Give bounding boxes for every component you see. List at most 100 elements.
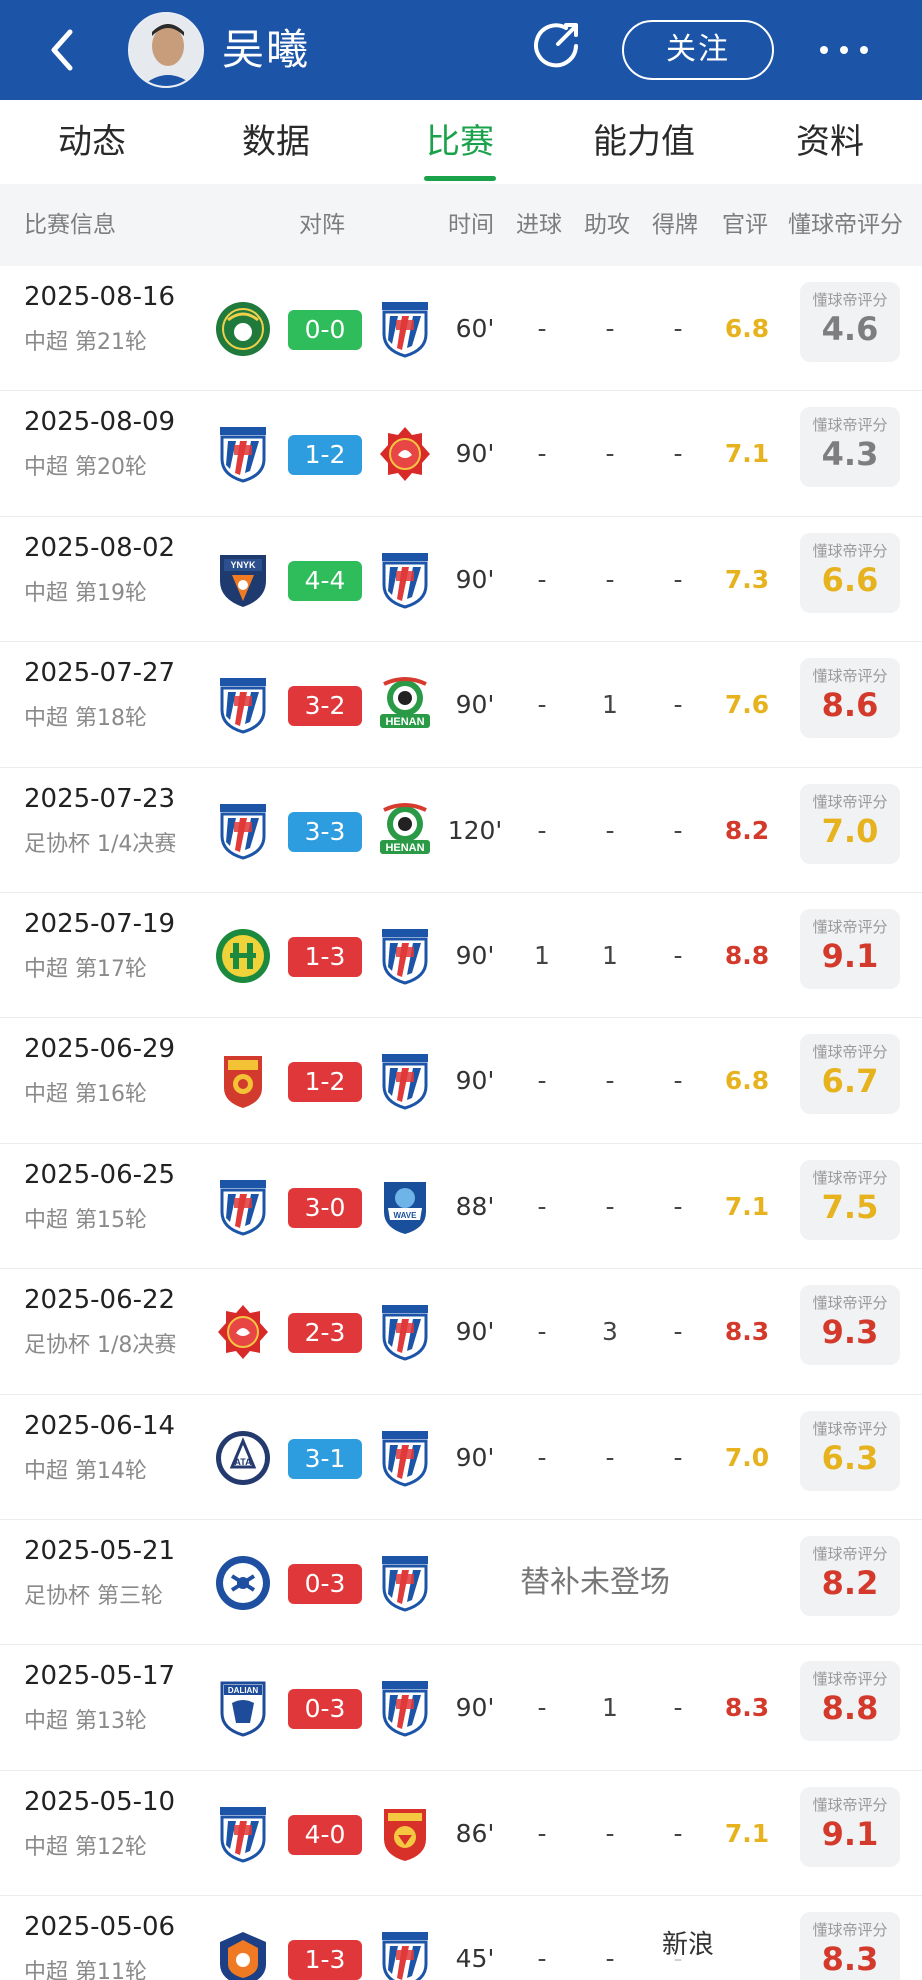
match-row[interactable]: 2025-07-23 足协杯 1/4决赛 3-3 HENAN 120' - - - 8.2 懂球帝…: [0, 767, 922, 893]
away-team-crest-icon[interactable]: [376, 1679, 434, 1737]
away-team-crest-icon[interactable]: [376, 1554, 434, 1612]
fan-rating-box[interactable]: 懂球帝评分 8.8: [800, 1661, 900, 1742]
goals-value: -: [537, 690, 547, 720]
fan-rating-box[interactable]: 懂球帝评分 6.6: [800, 532, 900, 613]
fan-rating-box[interactable]: 懂球帝评分 9.1: [800, 908, 900, 989]
assists-value: -: [605, 1442, 615, 1472]
did-not-play-note: 替补未登场: [520, 1564, 670, 1600]
fan-rating-label: 懂球帝评分: [812, 917, 888, 936]
chevron-left-icon: [51, 29, 73, 71]
official-rating: 8.3: [724, 1693, 770, 1723]
fan-rating-box[interactable]: 懂球帝评分 7.0: [800, 783, 900, 864]
away-team-crest-icon[interactable]: [376, 300, 434, 358]
away-team-crest-icon[interactable]: [376, 551, 434, 609]
match-competition: 足协杯 第三轮: [24, 1583, 163, 1609]
share-button[interactable]: [532, 20, 582, 70]
fan-rating-box[interactable]: 懂球帝评分 4.3: [800, 407, 900, 488]
fan-rating-value: 9.1: [821, 936, 879, 975]
fan-rating-value: 4.3: [821, 435, 879, 474]
match-row[interactable]: 2025-08-02 中超 第19轮 YNYK 4-4 90' - - - 7.3 懂球帝评分 6.…: [0, 516, 922, 643]
match-row[interactable]: 2025-05-17 中超 第13轮 DALIAN 0-3 90' - 1 - 8.3 懂球帝评分…: [0, 1645, 922, 1771]
svg-text:ATA: ATA: [234, 1457, 252, 1467]
away-team-crest-icon[interactable]: [376, 1805, 434, 1863]
match-score: 1-3: [288, 936, 362, 977]
cards-value: -: [673, 1442, 683, 1472]
away-team-crest-icon[interactable]: [376, 927, 434, 985]
home-team-crest-icon[interactable]: [214, 1303, 272, 1361]
match-competition: 足协杯 1/4决赛: [24, 831, 177, 857]
fan-rating-box[interactable]: 懂球帝评分 9.3: [800, 1285, 900, 1366]
fan-rating-box[interactable]: 懂球帝评分 7.5: [800, 1159, 900, 1240]
home-team-crest-icon[interactable]: [214, 802, 272, 860]
back-button[interactable]: [40, 22, 84, 78]
fan-rating-box[interactable]: 懂球帝评分 8.3: [800, 1912, 900, 1980]
home-team-crest-icon[interactable]: [214, 676, 272, 734]
home-team-crest-icon[interactable]: [214, 300, 272, 358]
home-team-crest-icon[interactable]: [214, 425, 272, 483]
fan-rating-value: 7.0: [821, 811, 879, 850]
assists-value: 1: [602, 940, 618, 970]
minutes-played: 88': [455, 1191, 495, 1221]
col-fan: 懂球帝评分: [788, 212, 903, 238]
match-row[interactable]: 2025-06-25 中超 第15轮 3-0 WAVE 88' - - - 7.1 懂球帝评分 7.…: [0, 1143, 922, 1270]
avatar: [128, 12, 204, 88]
tab-ability[interactable]: 能力值: [593, 122, 695, 162]
away-team-crest-icon[interactable]: [376, 1429, 434, 1487]
match-competition: 中超 第19轮: [24, 580, 147, 606]
more-button[interactable]: [814, 30, 874, 70]
home-team-crest-icon[interactable]: DALIAN: [214, 1679, 272, 1737]
col-official: 官评: [722, 212, 768, 238]
away-team-crest-icon[interactable]: WAVE: [376, 1178, 434, 1236]
match-row[interactable]: 2025-07-19 中超 第17轮 1-3 90' 1 1 - 8.8 懂球帝评分 9.1: [0, 892, 922, 1019]
follow-button[interactable]: 关注: [622, 20, 774, 80]
home-team-crest-icon[interactable]: [214, 1052, 272, 1110]
match-list: 2025-08-16 中超 第21轮 0-0 60' - - -6.8 懂球帝评分 4.6 202…: [0, 266, 922, 1980]
away-team-crest-icon[interactable]: HENAN: [376, 676, 434, 734]
match-competition: 中超 第21轮: [24, 330, 147, 355]
minutes-played: 90': [455, 1442, 495, 1472]
official-rating: 8.3: [724, 1317, 770, 1347]
match-row[interactable]: 2025-05-10 中超 第12轮 4-0 86' - - - 7.1 懂球帝评分 9.1: [0, 1770, 922, 1897]
fan-rating-label: 懂球帝评分: [812, 1294, 888, 1313]
assists-value: 3: [602, 1317, 618, 1347]
away-team-crest-icon[interactable]: [376, 1930, 434, 1980]
match-row[interactable]: 2025-06-22 足协杯 1/8决赛 2-3 90' - 3 - 8.3 懂球帝评分 9.3: [0, 1269, 922, 1395]
home-team-crest-icon[interactable]: [214, 927, 272, 985]
fan-rating-box[interactable]: 懂球帝评分 8.6: [800, 658, 900, 739]
fan-rating-box[interactable]: 懂球帝评分 6.3: [800, 1410, 900, 1491]
home-team-crest-icon[interactable]: [214, 1930, 272, 1980]
cards-value: -: [673, 1066, 683, 1096]
cards-value: -: [673, 1693, 683, 1723]
home-team-crest-icon[interactable]: [214, 1178, 272, 1236]
match-score: 1-2: [288, 1062, 362, 1103]
away-team-crest-icon[interactable]: [376, 425, 434, 483]
fan-rating-box[interactable]: 懂球帝评分 9.1: [800, 1786, 900, 1867]
match-row[interactable]: 2025-05-21 足协杯 第三轮 0-3 替补未登场 懂球帝评分 8.2: [0, 1519, 922, 1646]
home-team-crest-icon[interactable]: YNYK: [214, 551, 272, 609]
minutes-played: 86': [455, 1818, 495, 1848]
tab-profile[interactable]: 资料: [796, 122, 864, 162]
match-row[interactable]: 2025-07-27 中超 第18轮 3-2 HENAN 90' - 1 - 7.6 懂球帝评分 8…: [0, 642, 922, 768]
fan-rating-box[interactable]: 懂球帝评分 4.6: [800, 282, 900, 362]
home-team-crest-icon[interactable]: [214, 1805, 272, 1863]
fan-rating-box[interactable]: 懂球帝评分 6.7: [800, 1034, 900, 1115]
away-team-crest-icon[interactable]: HENAN: [376, 802, 434, 860]
match-row[interactable]: 2025-06-14 中超 第14轮 ATA 3-1 90' - - - 7.0 懂球帝评分 6.3: [0, 1394, 922, 1520]
home-team-crest-icon[interactable]: [214, 1554, 272, 1612]
fan-rating-value: 9.1: [821, 1814, 879, 1853]
tab-matches[interactable]: 比赛: [426, 122, 494, 162]
fan-rating-value: 9.3: [821, 1313, 879, 1352]
match-row[interactable]: 2025-06-29 中超 第16轮 1-2 90' - - - 6.8 懂球帝评分 6.7: [0, 1018, 922, 1144]
match-row[interactable]: 2025-08-09 中超 第20轮 1-2 90' - - - 7.1 懂球帝评分 4.3: [0, 391, 922, 517]
match-date: 2025-06-29: [24, 1034, 176, 1065]
col-assists: 助攻: [584, 212, 630, 238]
away-team-crest-icon[interactable]: [376, 1303, 434, 1361]
away-team-crest-icon[interactable]: [376, 1052, 434, 1110]
match-row[interactable]: 2025-08-16 中超 第21轮 0-0 60' - - - 6.8 懂球帝评分 4.6: [0, 266, 922, 392]
tab-data[interactable]: 数据: [242, 122, 310, 162]
fan-rating-box[interactable]: 懂球帝评分 8.2: [800, 1535, 900, 1616]
home-team-crest-icon[interactable]: ATA: [214, 1429, 272, 1487]
tab-dynamics[interactable]: 动态: [58, 122, 126, 162]
match-competition: 足协杯 1/8决赛: [24, 1333, 177, 1359]
